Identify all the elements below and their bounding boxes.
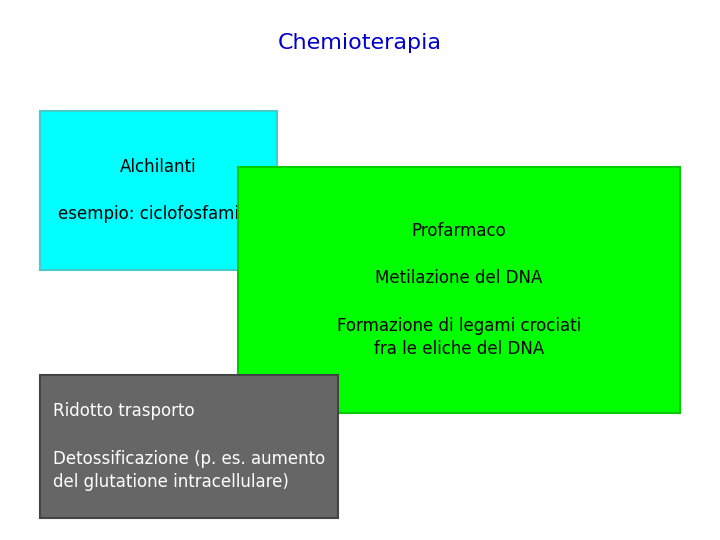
Bar — [40, 375, 338, 518]
Bar — [238, 167, 680, 413]
Bar — [40, 111, 277, 270]
Text: Ridotto trasporto

Detossificazione (p. es. aumento
del glutatione intracellular: Ridotto trasporto Detossificazione (p. e… — [53, 402, 325, 491]
Text: Chemioterapia: Chemioterapia — [278, 33, 442, 53]
Text: Profarmaco

Metilazione del DNA

Formazione di legami crociati
fra le eliche del: Profarmaco Metilazione del DNA Formazion… — [337, 222, 581, 358]
Text: Alchilanti

esempio: ciclofosfamide: Alchilanti esempio: ciclofosfamide — [58, 158, 259, 223]
